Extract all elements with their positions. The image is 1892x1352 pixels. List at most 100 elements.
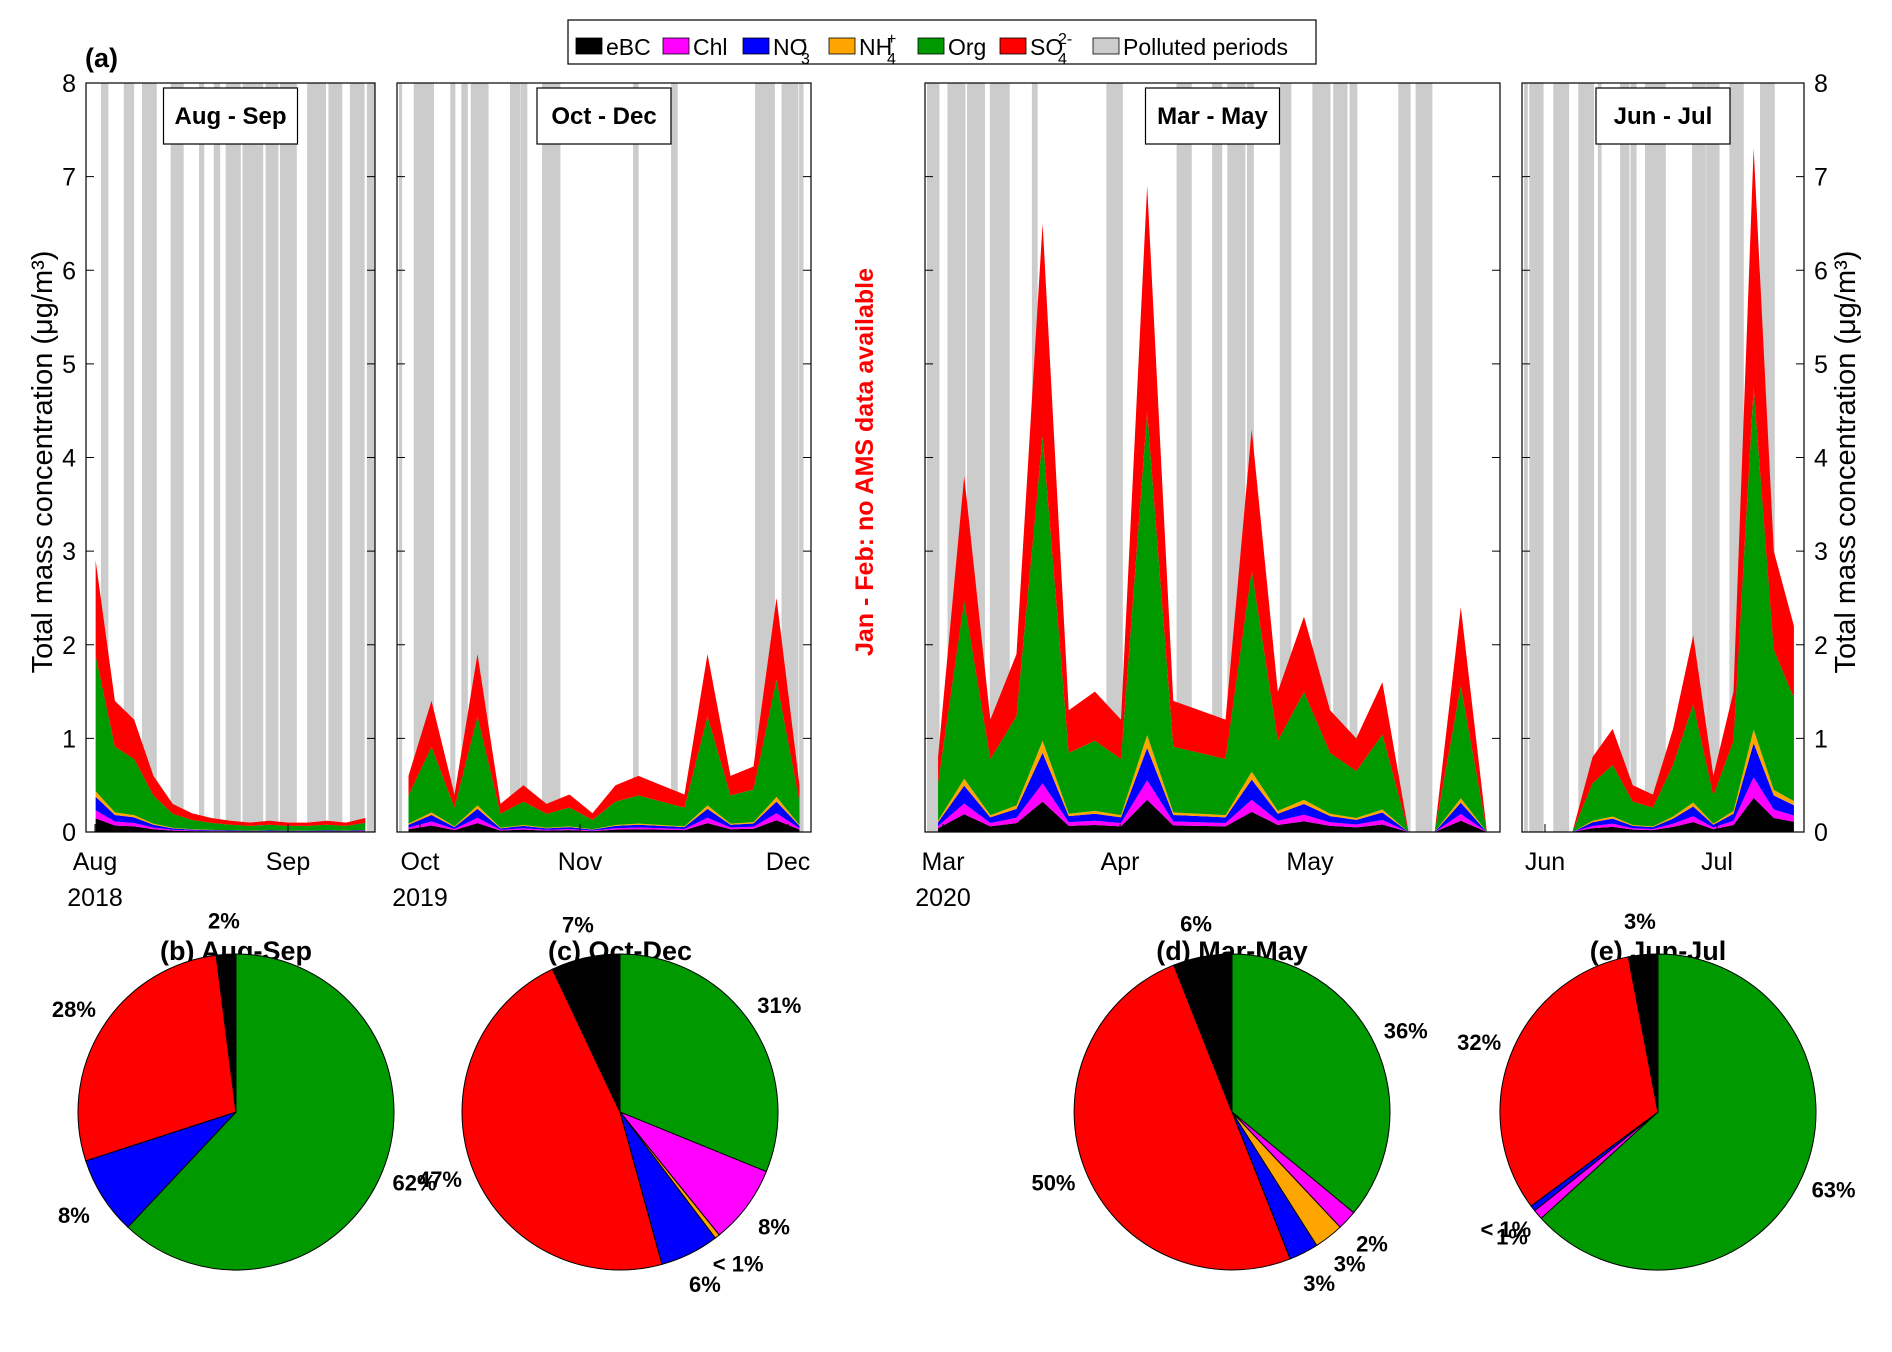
polluted-band — [279, 83, 297, 832]
pie-slice-eBC — [1627, 953, 1659, 1113]
pie-label-NH4: < 1% — [713, 1251, 764, 1276]
no-data-note: Jan - Feb: no AMS data available — [851, 268, 879, 656]
pie-slice-eBC — [1173, 953, 1233, 1113]
polluted-band — [349, 83, 365, 832]
y-tick-label: 0 — [1814, 819, 1828, 847]
polluted-band — [328, 83, 343, 832]
polluted-band — [265, 83, 279, 832]
legend-label-Org: Org — [948, 34, 986, 60]
pie-label-NO3: 3% — [1303, 1271, 1335, 1296]
area-Org — [408, 679, 800, 830]
panel-frame — [396, 82, 812, 833]
x-tick-label: Nov — [558, 848, 603, 876]
pie-label-Chl: 2% — [1356, 1231, 1388, 1256]
x-tick-label: Oct — [401, 848, 440, 876]
pie-slice-SO4 — [1499, 956, 1659, 1207]
legend-swatch-Org — [917, 37, 945, 55]
x-tick-label: May — [1286, 848, 1334, 876]
polluted-band — [541, 83, 561, 832]
area-eBC — [408, 820, 800, 832]
x-tick-label: Apr — [1101, 848, 1140, 876]
season-label: Mar - May — [1157, 103, 1268, 130]
y-axis-label-right: Total mass concentration (μg/m³) — [1830, 251, 1862, 674]
pie-label-NO3: 8% — [58, 1203, 90, 1228]
y-axis-label: Total mass concentration (μg/m³) — [27, 251, 59, 674]
panel-label-a: (a) — [85, 43, 118, 73]
x-tick-label: Aug — [73, 848, 117, 876]
legend-label-Chl: Chl — [693, 34, 728, 60]
y-axis-label-right: Total mass concentration (μg/m³) — [1830, 251, 1862, 674]
y-axis-label-left: Total mass concentration (μg/m³) — [27, 251, 59, 674]
x-tick-year: 2019 — [392, 884, 448, 912]
polluted-band — [1620, 83, 1630, 832]
season-box — [536, 87, 672, 145]
pie-label-SO4: 28% — [52, 997, 96, 1022]
pie-label-Org: 63% — [1812, 1178, 1856, 1203]
polluted-band — [671, 83, 678, 832]
polluted-band — [1644, 83, 1666, 832]
pie-label-NO3: 6% — [689, 1272, 721, 1297]
polluted-band — [1106, 83, 1123, 832]
area-NH4 — [1532, 729, 1794, 832]
pie-label-NH4: 3% — [1334, 1252, 1366, 1277]
legend-sup-NH4: + — [887, 31, 896, 48]
area-NO3 — [1532, 743, 1794, 832]
legend-label-NO3: NO — [773, 34, 808, 60]
area-SO4 — [1532, 148, 1794, 833]
legend-swatch-eBC — [575, 37, 603, 55]
area-Org — [95, 655, 366, 831]
legend-sub-NO3: 3 — [801, 51, 810, 68]
y-tick-label: 3 — [1814, 538, 1828, 566]
polluted-band — [461, 83, 468, 832]
area-NO3 — [938, 748, 1487, 832]
season-box — [162, 87, 299, 145]
polluted-band — [1312, 83, 1331, 832]
x-tick-label: Jul — [1701, 848, 1733, 876]
polluted-band — [1692, 83, 1706, 832]
season-box — [1595, 87, 1731, 145]
polluted-band — [1553, 83, 1570, 832]
pie-slice-SO4 — [77, 954, 237, 1162]
panel-oct-dec: Oct 2019 Nov Dec Oct - Dec — [392, 82, 812, 912]
y-tick-label: 7 — [1814, 164, 1828, 192]
pie-slice-Org — [619, 953, 779, 1173]
pie-slice-SO4 — [1074, 964, 1291, 1271]
polluted-band — [755, 83, 775, 832]
y-tick-label: 4 — [62, 445, 76, 473]
polluted-band — [1212, 83, 1223, 832]
polluted-band — [141, 83, 157, 832]
legend-label-eBC: eBC — [606, 34, 651, 60]
polluted-band — [1279, 83, 1292, 832]
area-Org — [938, 412, 1487, 832]
polluted-band — [1333, 83, 1348, 832]
pie-label-Chl: 1% — [1496, 1225, 1528, 1250]
polluted-band — [781, 83, 799, 832]
panel-mar-may: Mar 2020 Apr May Mar - May — [915, 82, 1501, 912]
polluted-band — [1398, 83, 1411, 832]
x-tick-label: Dec — [766, 848, 810, 876]
pie-slice-eBC — [215, 953, 237, 1113]
y-tick-label: 5 — [62, 351, 76, 379]
polluted-band — [470, 83, 489, 832]
legend-swatch-NH4 — [828, 37, 856, 55]
polluted-band — [225, 83, 241, 832]
legend-label-SO4: SO — [1030, 34, 1063, 60]
pie-label-Org: 36% — [1384, 1018, 1428, 1043]
polluted-band — [199, 83, 205, 832]
pie-label-eBC: 2% — [208, 908, 240, 933]
panel-aug-sep: 0 1 2 3 4 5 6 7 8 Aug 2018 Sep Aug - Sep — [62, 70, 376, 912]
area-eBC — [938, 799, 1487, 832]
y-tick-label: 8 — [62, 70, 76, 98]
pie-slice-Org — [1231, 953, 1391, 1214]
polluted-band — [1349, 83, 1358, 832]
y-tick-label: 6 — [62, 257, 76, 285]
pie-label-eBC: 3% — [1624, 909, 1656, 934]
y-tick-label: 2 — [62, 632, 76, 660]
